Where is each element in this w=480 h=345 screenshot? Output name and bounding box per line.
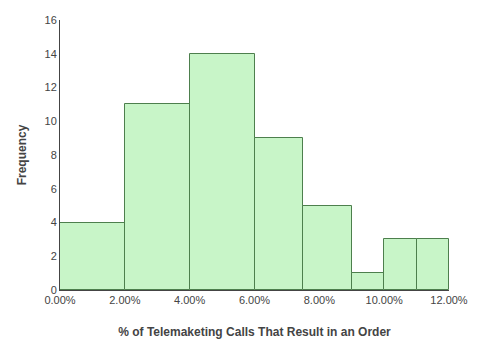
svg-text:6: 6 — [51, 183, 57, 195]
svg-text:2: 2 — [51, 250, 57, 262]
svg-text:6.00%: 6.00% — [239, 294, 270, 306]
svg-text:10: 10 — [45, 115, 57, 127]
svg-text:12: 12 — [45, 81, 57, 93]
svg-text:0.00%: 0.00% — [44, 294, 75, 306]
svg-text:2.00%: 2.00% — [109, 294, 140, 306]
svg-text:Frequency: Frequency — [15, 124, 29, 185]
svg-text:12.00%: 12.00% — [430, 294, 468, 306]
svg-text:8.00%: 8.00% — [304, 294, 335, 306]
svg-text:14: 14 — [45, 48, 57, 60]
svg-text:0: 0 — [51, 284, 57, 296]
svg-text:4: 4 — [51, 216, 57, 228]
svg-text:8: 8 — [51, 149, 57, 161]
svg-text:16: 16 — [45, 14, 57, 26]
svg-text:4.00%: 4.00% — [174, 294, 205, 306]
svg-text:10.00%: 10.00% — [366, 294, 404, 306]
svg-text:% of Telemaketing Calls That R: % of Telemaketing Calls That Result in a… — [118, 325, 391, 339]
